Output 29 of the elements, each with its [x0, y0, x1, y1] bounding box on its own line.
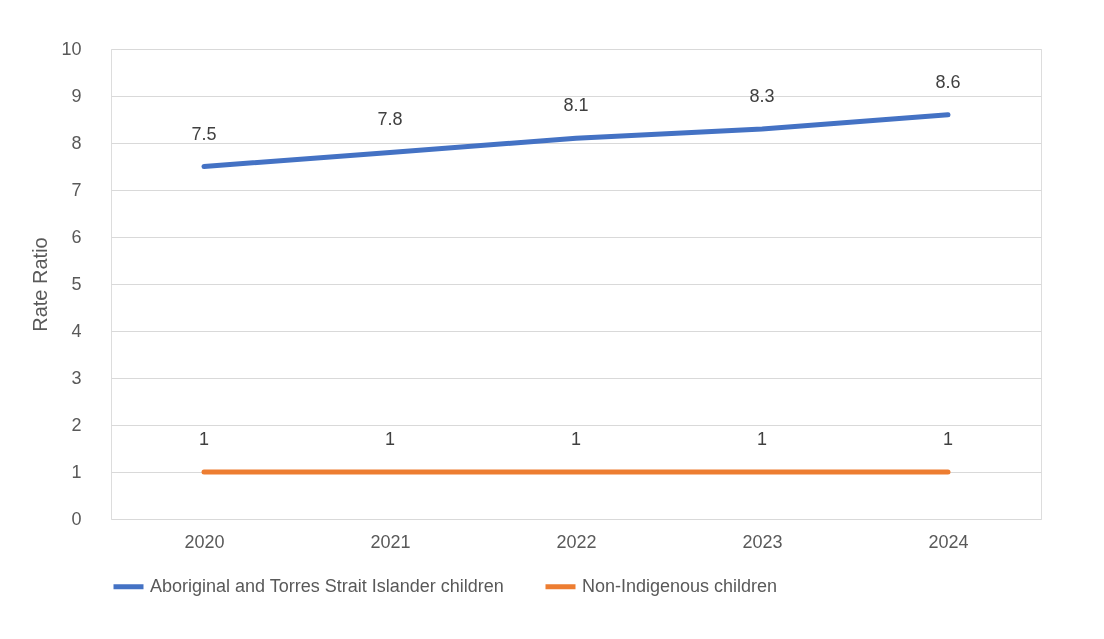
y-tick-label: 0: [71, 508, 82, 529]
data-label: 8.6: [935, 71, 961, 92]
y-tick-label: 1: [71, 461, 82, 482]
y-tick-label: 10: [61, 38, 82, 59]
y-tick-label: 7: [71, 179, 82, 200]
y-tick-label: 5: [71, 273, 82, 294]
data-label: 8.1: [563, 95, 589, 116]
data-label: 1: [384, 429, 396, 449]
x-tick-label: 2024: [928, 531, 969, 552]
legend-label: Non-Indigenous children: [582, 575, 778, 596]
data-label: 1: [198, 429, 210, 449]
y-tick-label: 2: [71, 414, 82, 435]
x-tick-label: 2022: [556, 531, 597, 552]
y-tick-label: 4: [71, 320, 82, 341]
legend-label: Aboriginal and Torres Strait Islander children: [150, 575, 504, 596]
data-label: 7.8: [377, 109, 403, 130]
data-label: 8.3: [749, 85, 775, 106]
y-tick-label: 6: [71, 226, 82, 247]
y-tick-label: 9: [71, 85, 82, 106]
x-tick-label: 2023: [742, 531, 783, 552]
data-label: 1: [756, 429, 768, 449]
data-label: 1: [942, 429, 954, 449]
y-tick-label: 8: [71, 132, 82, 153]
data-label: 1: [570, 429, 582, 449]
data-label: 7.5: [191, 123, 217, 144]
x-tick-label: 2020: [184, 531, 225, 552]
y-tick-label: 3: [71, 367, 82, 388]
x-tick-label: 2021: [370, 531, 411, 552]
y-axis-title: Rate Ratio: [29, 237, 52, 332]
